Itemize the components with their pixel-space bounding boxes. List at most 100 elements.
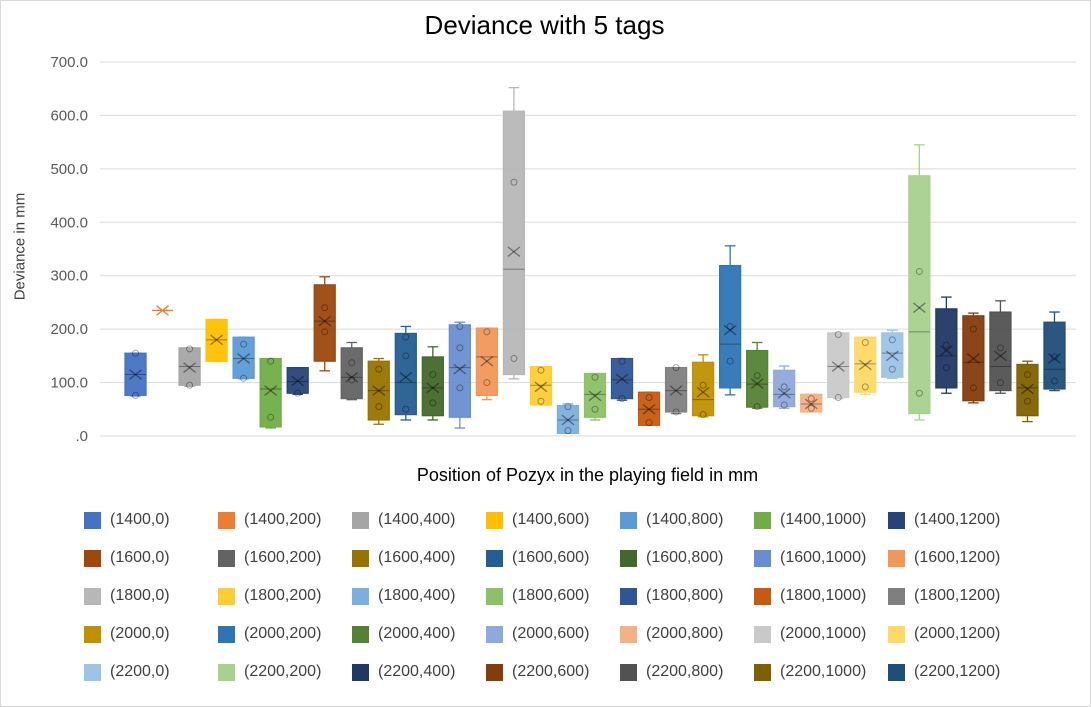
mean-marker-b	[804, 398, 818, 410]
data-point	[483, 328, 491, 336]
data-point	[240, 340, 248, 348]
mean-marker-b	[723, 324, 737, 336]
iqr-box	[475, 327, 499, 396]
box-(2000,1000)	[827, 330, 850, 402]
legend-label: (1600,200)	[244, 549, 322, 566]
legend-item: (2200,0)	[84, 662, 170, 682]
iqr-box	[313, 284, 336, 362]
mean-marker-b	[642, 403, 656, 415]
iqr-box	[394, 332, 417, 416]
data-point	[780, 401, 788, 409]
data-point	[186, 381, 194, 389]
legend-item: (1800,1000)	[754, 586, 866, 606]
box-(1800,1200)	[664, 364, 688, 416]
data-point	[1050, 353, 1058, 361]
legend-item: (1600,600)	[486, 548, 589, 568]
mean-marker-a	[183, 362, 197, 373]
data-point	[456, 384, 464, 392]
data-point	[240, 374, 248, 382]
data-point	[672, 364, 680, 372]
data-point	[132, 391, 140, 399]
legend-item: (1400,1000)	[754, 510, 866, 530]
y-tick-label: 300.0	[50, 268, 88, 285]
mean-marker-a	[399, 371, 413, 383]
mean-marker-b	[1048, 353, 1061, 364]
mean-marker-a	[831, 361, 845, 372]
iqr-box	[178, 347, 201, 386]
data-point	[807, 404, 815, 412]
box-(1400,600)	[205, 318, 228, 362]
iqr-box	[259, 357, 282, 428]
mean-marker-b	[696, 386, 710, 398]
mean-marker-a	[1021, 383, 1034, 395]
y-axis: .0 100.0 200.0 300.0 400.0 500.0 600.0 700.0	[50, 54, 88, 445]
legend-item: (1800,1200)	[888, 586, 1000, 606]
legend-label: (1600,1000)	[780, 549, 867, 566]
y-tick-label: 400.0	[50, 214, 88, 231]
legend-swatch	[218, 663, 235, 681]
mean-marker-a	[426, 382, 440, 394]
mean-marker-b	[399, 371, 413, 383]
legend-label: (1400,800)	[646, 511, 724, 528]
legend-label: (2200,200)	[244, 663, 322, 680]
mean-marker-b	[1021, 383, 1034, 395]
legend-swatch	[218, 587, 235, 605]
mean-marker-b	[237, 353, 251, 364]
data-point	[1050, 377, 1058, 385]
box-(1600,800)	[421, 346, 444, 421]
legend-item: (1400,800)	[620, 510, 723, 530]
mean-marker-a	[669, 385, 683, 396]
legend-swatch	[888, 587, 905, 605]
legend-label: (1600,1200)	[914, 549, 1001, 566]
legend-swatch	[620, 511, 637, 529]
legend-label: (1800,1000)	[780, 587, 867, 604]
mean-marker-a	[318, 315, 332, 327]
box-(1800,0)	[502, 86, 526, 380]
iqr-box	[286, 367, 309, 394]
box-(2200,200)	[908, 144, 931, 421]
data-point	[537, 366, 545, 374]
legend-swatch	[754, 587, 771, 605]
x-axis-title: Position of Pozyx in the playing field i…	[416, 465, 759, 485]
mean-marker-a	[561, 414, 575, 426]
data-point	[996, 344, 1004, 352]
iqr-box	[502, 110, 526, 376]
legend-item: (2200,1000)	[754, 662, 866, 682]
legend-swatch	[486, 663, 503, 681]
box-(2200,0)	[881, 329, 904, 379]
mean-marker-b	[966, 353, 980, 364]
data-point	[429, 371, 437, 379]
mean-marker-b	[426, 382, 440, 394]
box-(1800,400)	[556, 403, 580, 435]
data-point	[726, 357, 734, 365]
mean-marker-a	[1048, 353, 1061, 364]
mean-marker-b	[291, 375, 305, 387]
data-point	[510, 355, 518, 363]
iqr-box	[232, 336, 255, 379]
legend-label: (1600,0)	[110, 549, 170, 566]
legend-item: (1800,200)	[218, 586, 321, 606]
mean-marker-b	[858, 359, 872, 371]
mean-marker-b	[993, 350, 1007, 362]
data-point	[726, 322, 734, 330]
box-(1600,200)	[340, 341, 363, 401]
mean-marker-b	[264, 385, 278, 396]
legend-label: (2200,600)	[512, 663, 590, 680]
legend-item: (1600,200)	[218, 548, 321, 568]
legend-swatch	[620, 587, 637, 605]
mean-marker-b	[372, 385, 386, 396]
data-point	[132, 349, 140, 357]
legend-item: (1800,0)	[84, 586, 170, 606]
iqr-box	[421, 356, 444, 417]
box-(2200,1000)	[1016, 360, 1039, 423]
mean-marker-b	[561, 414, 575, 426]
mean-marker-a	[264, 385, 278, 396]
mean-marker-b	[777, 387, 791, 399]
mean-marker-b	[588, 390, 602, 402]
legend-label: (2000,1200)	[914, 625, 1001, 642]
legend-label: (1600,800)	[646, 549, 724, 566]
legend-item: (1400,200)	[218, 510, 321, 530]
iqr-box	[719, 264, 742, 389]
legend-item: (2000,400)	[352, 624, 455, 644]
box-(2200,1200)	[1043, 311, 1066, 392]
